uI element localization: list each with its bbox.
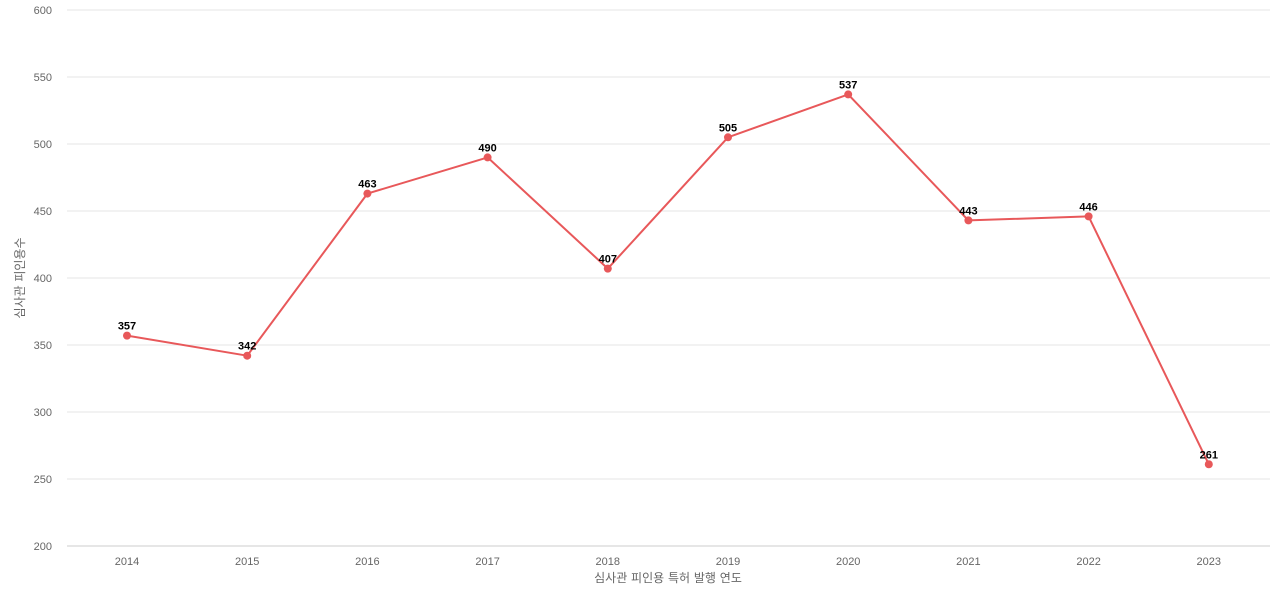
y-tick-label: 550 <box>34 72 52 84</box>
data-point[interactable] <box>844 90 853 99</box>
data-point[interactable] <box>724 133 732 142</box>
data-point[interactable] <box>243 351 252 360</box>
data-label: 505 <box>719 122 737 134</box>
gridlines <box>67 9 1270 547</box>
data-label: 261 <box>1200 449 1218 461</box>
x-tick-label: 2023 <box>1197 556 1221 568</box>
x-tick-label: 2016 <box>355 556 379 568</box>
y-tick-label: 250 <box>34 474 52 486</box>
y-tick-label: 350 <box>34 340 52 352</box>
series-line <box>126 93 1210 465</box>
data-point[interactable] <box>483 153 492 162</box>
data-label: 490 <box>478 142 496 154</box>
y-tick-label: 400 <box>34 273 52 285</box>
x-tick-label: 2018 <box>596 556 620 568</box>
data-point[interactable] <box>1204 460 1213 469</box>
x-tick-label: 2020 <box>836 556 860 568</box>
data-label: 446 <box>1079 201 1097 213</box>
data-point[interactable] <box>603 264 612 273</box>
y-tick-label: 500 <box>34 139 52 151</box>
data-point[interactable] <box>964 216 973 225</box>
x-axis-title: 심사관 피인용 특허 발행 연도 <box>594 570 742 585</box>
y-tick-label: 450 <box>34 206 52 218</box>
data-label: 463 <box>358 179 376 191</box>
y-tick-label: 200 <box>34 541 52 553</box>
y-axis-ticks: 200 250 300 350 400 450 500 550 600 <box>34 5 52 553</box>
x-tick-label: 2022 <box>1076 556 1100 568</box>
x-axis-ticks: 2014 2015 2016 2017 2018 2019 2020 2021 2022 2023 <box>115 556 1221 568</box>
x-tick-label: 2015 <box>235 556 259 568</box>
data-label: 407 <box>599 254 617 266</box>
data-label: 357 <box>118 321 136 333</box>
y-tick-label: 300 <box>34 407 52 419</box>
data-labels: 357 342 463 490 407 505 537 443 446 261 <box>118 79 1218 461</box>
x-tick-label: 2019 <box>716 556 740 568</box>
x-tick-label: 2021 <box>956 556 980 568</box>
y-axis-title: 심사관 피인용수 <box>13 237 27 318</box>
data-point[interactable] <box>363 189 372 198</box>
series <box>123 90 1213 469</box>
x-tick-label: 2014 <box>115 556 139 568</box>
x-tick-label: 2017 <box>475 556 499 568</box>
data-label: 537 <box>839 79 857 91</box>
y-tick-label: 600 <box>34 5 52 17</box>
data-point[interactable] <box>1084 212 1093 221</box>
data-label: 443 <box>959 205 977 217</box>
data-label: 342 <box>238 341 256 353</box>
data-point[interactable] <box>123 331 131 340</box>
